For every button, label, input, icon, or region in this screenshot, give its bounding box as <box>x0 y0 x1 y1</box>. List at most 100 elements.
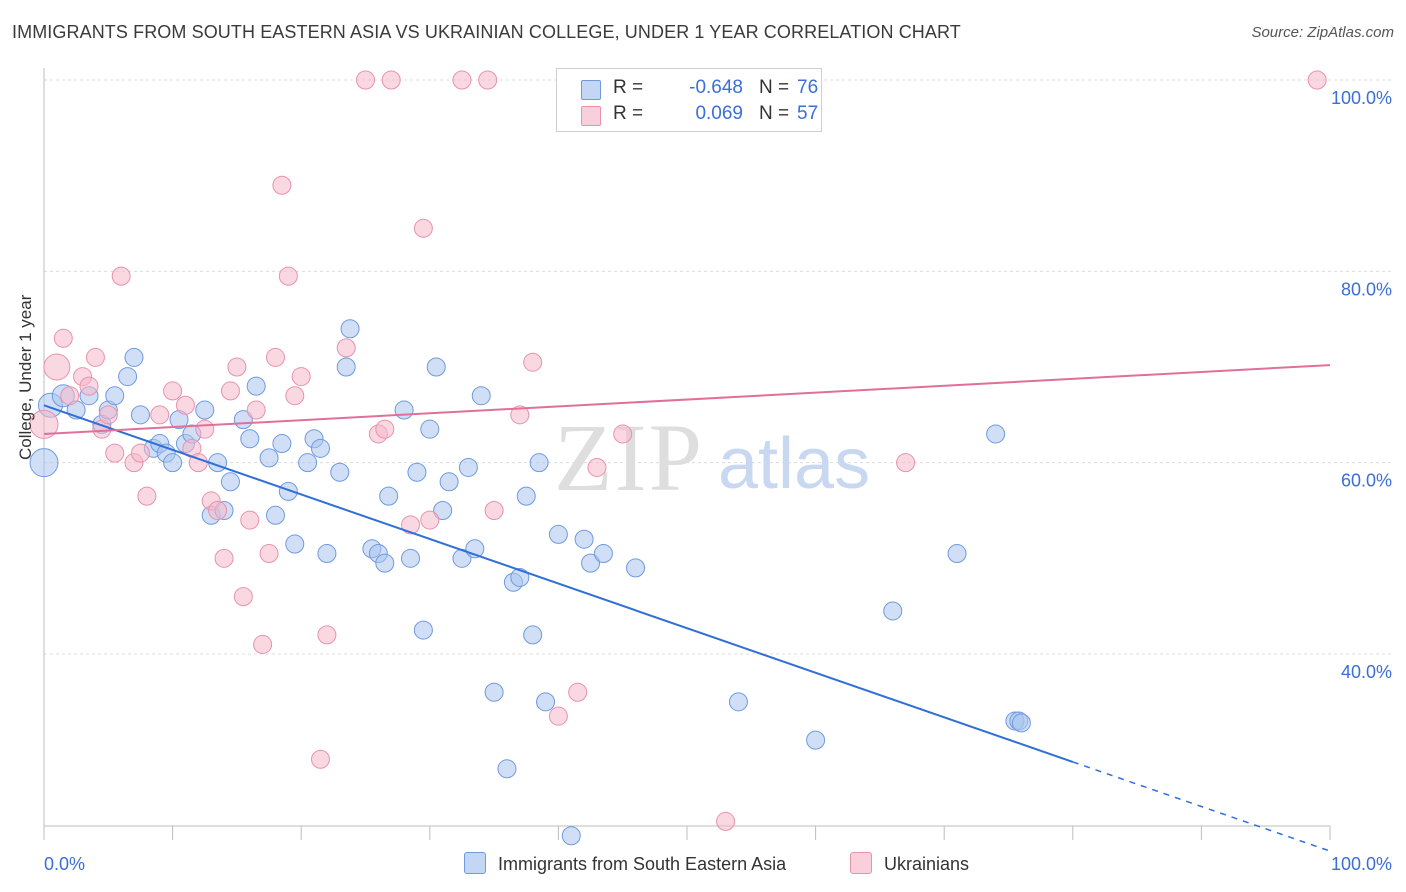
x-tick-label: 100.0% <box>1331 854 1392 874</box>
blue-trend-line <box>43 404 1074 763</box>
blue-point <box>458 457 478 477</box>
pink-point <box>375 419 395 439</box>
blue-point <box>105 386 125 406</box>
legend-n-label: N = <box>759 103 790 124</box>
chart-title: IMMIGRANTS FROM SOUTH EASTERN ASIA VS UK… <box>12 22 961 42</box>
pink-point <box>253 634 273 654</box>
blue-point <box>407 462 427 482</box>
legend-label-pink: Ukrainians <box>884 854 970 874</box>
blue-point <box>401 548 421 568</box>
pink-point <box>510 405 530 425</box>
pink-point <box>452 70 472 90</box>
pink-point <box>413 218 433 238</box>
pink-point <box>265 347 285 367</box>
legend-n-value: 76 <box>797 77 819 98</box>
pink-point <box>150 405 170 425</box>
blue-point <box>278 481 298 501</box>
watermark: ZIP atlas <box>554 404 870 511</box>
pink-point <box>220 381 240 401</box>
legend-r-label: R = <box>613 103 644 124</box>
blue-point <box>163 453 183 473</box>
legend-n-label: N = <box>759 77 790 98</box>
source-credit: Source: ZipAtlas.com <box>1251 24 1394 41</box>
blue-point <box>246 376 266 396</box>
blue-point <box>883 601 903 621</box>
y-axis-label: College, Under 1 year <box>16 294 35 460</box>
pink-point <box>285 386 305 406</box>
pink-point <box>43 353 71 381</box>
pink-point <box>568 682 588 702</box>
pink-point <box>587 457 607 477</box>
pink-point <box>79 376 99 396</box>
blue-point <box>379 486 399 506</box>
blue-point <box>561 826 581 846</box>
legend-r-value: -0.648 <box>689 77 743 98</box>
blue-point <box>574 529 594 549</box>
blue-trend-extension <box>1072 761 1331 852</box>
series-pink-points <box>29 70 1327 831</box>
blue-point <box>581 553 601 573</box>
blue-point <box>394 400 414 420</box>
pink-point <box>420 510 440 530</box>
blue-point <box>375 553 395 573</box>
blue-point <box>426 357 446 377</box>
blue-point <box>310 438 330 458</box>
pink-point <box>227 357 247 377</box>
blue-point <box>497 759 517 779</box>
tick-labels: 40.0% 60.0% 80.0% 100.0% 0.0% 100.0% <box>44 88 1392 874</box>
watermark-zip: ZIP <box>554 404 704 511</box>
pink-point <box>317 625 337 645</box>
blue-point <box>220 472 240 492</box>
blue-point <box>947 544 967 564</box>
pink-point <box>356 70 375 90</box>
pink-point <box>478 70 498 90</box>
blue-point <box>484 682 504 702</box>
y-tick-label: 40.0% <box>1341 662 1392 682</box>
blue-point <box>806 730 826 750</box>
pink-point <box>60 386 80 406</box>
bottom-legend-pink: Ukrainians <box>850 852 969 875</box>
blue-point <box>336 357 356 377</box>
pink-point <box>85 347 105 367</box>
blue-point <box>471 386 491 406</box>
blue-point <box>195 400 215 420</box>
pink-point <box>484 501 504 520</box>
blue-point <box>516 486 536 506</box>
pink-point <box>130 443 150 463</box>
blue-point <box>272 434 292 454</box>
blue-point <box>986 424 1006 444</box>
pink-point <box>208 501 228 520</box>
blue-point <box>29 448 59 478</box>
blue-point <box>420 419 440 439</box>
pink-point <box>163 381 183 401</box>
legend-n-value: 57 <box>797 103 819 124</box>
pink-point <box>240 510 260 530</box>
y-tick-label: 100.0% <box>1331 88 1392 108</box>
pink-point <box>175 395 195 415</box>
pink-point <box>137 486 157 506</box>
blue-point <box>433 501 453 520</box>
blue-point <box>413 620 433 640</box>
blue-point <box>259 448 279 468</box>
legend-swatch-pink <box>850 852 872 874</box>
blue-point <box>265 505 285 525</box>
axes <box>43 68 1331 840</box>
pink-point <box>259 544 279 564</box>
bottom-legend-blue: Immigrants from South Eastern Asia <box>464 852 786 875</box>
blue-point <box>340 319 360 339</box>
pink-point <box>310 749 330 769</box>
blue-point <box>523 625 543 645</box>
pink-point <box>272 175 292 195</box>
blue-point <box>1011 713 1031 733</box>
pink-point <box>896 453 916 473</box>
trend-lines <box>43 364 1331 852</box>
blue-point <box>510 567 530 587</box>
pink-point <box>548 706 568 726</box>
pink-point <box>381 70 401 90</box>
blue-point <box>130 405 150 425</box>
blue-point <box>728 692 748 712</box>
blue-point <box>285 534 305 554</box>
blue-point <box>536 692 556 712</box>
x-tick-label: 0.0% <box>44 854 85 874</box>
